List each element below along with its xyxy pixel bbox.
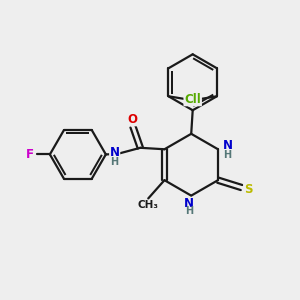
Text: Cl: Cl (189, 93, 201, 106)
Text: H: H (185, 206, 193, 216)
Text: N: N (110, 146, 120, 159)
Text: CH₃: CH₃ (138, 200, 159, 210)
Text: H: H (224, 150, 232, 160)
Text: Cl: Cl (184, 93, 197, 106)
Text: F: F (26, 148, 34, 161)
Text: H: H (111, 157, 119, 166)
Text: N: N (222, 139, 233, 152)
Text: N: N (184, 197, 194, 210)
Text: O: O (128, 113, 137, 126)
Text: S: S (244, 182, 252, 196)
